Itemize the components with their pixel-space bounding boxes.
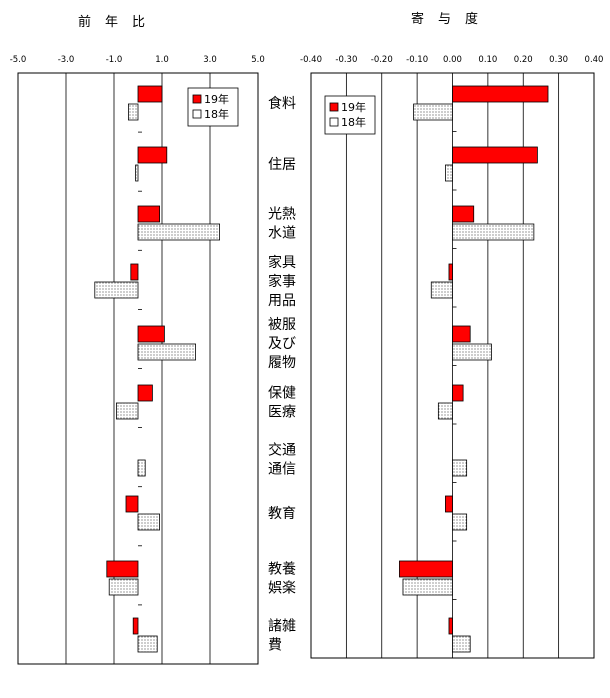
- x-tick-label: 1.0: [155, 55, 169, 65]
- left-chart-title: 前年比: [78, 14, 159, 30]
- bar-series1: [137, 146, 168, 164]
- x-tick-label: 0.30: [549, 55, 568, 65]
- bar-series2: [137, 223, 220, 241]
- bar-series1: [137, 325, 165, 343]
- bar-series1: [132, 617, 139, 635]
- legend-label: 18年: [341, 115, 366, 129]
- bar-series2: [452, 459, 468, 477]
- bar-series1: [448, 263, 453, 281]
- x-tick-label: 0.00: [443, 55, 462, 65]
- bar-series1: [452, 85, 549, 103]
- legend-swatch: [329, 117, 339, 127]
- category-label: 交通通信: [268, 442, 296, 478]
- legend-box: [187, 87, 239, 127]
- x-tick-label: 5.0: [251, 55, 265, 65]
- bar-series1: [452, 384, 464, 402]
- x-tick-label: -5.0: [10, 55, 27, 65]
- bar-series1: [452, 205, 475, 223]
- bar-series2: [108, 578, 139, 596]
- right-chart-contribution: -0.40 -0.30 -0.20 -0.10 0.00 0.10 0.20 0.30 0.40…: [300, 55, 604, 659]
- bar-series2: [137, 635, 158, 653]
- bar-series2: [452, 513, 468, 531]
- category-label: 被服及び履物: [268, 317, 296, 371]
- bar-series2: [135, 164, 139, 182]
- bar-series1: [106, 560, 139, 578]
- x-tick-label: -1.0: [106, 55, 123, 65]
- bar-series2: [445, 164, 453, 182]
- bar-series2: [137, 459, 146, 477]
- bar-series2: [437, 402, 453, 420]
- category-label: 教育: [268, 506, 296, 522]
- category-label: 住居: [268, 157, 296, 173]
- x-tick-label: -0.30: [335, 55, 357, 65]
- legend-swatch: [329, 102, 339, 112]
- x-tick-label: 3.0: [203, 55, 217, 65]
- x-tick-label: -0.40: [300, 55, 322, 65]
- category-label: 家具家事用品: [268, 254, 296, 309]
- category-label: 食料: [268, 95, 296, 112]
- bar-series2: [452, 635, 471, 653]
- x-tick-label: 0.40: [585, 55, 604, 65]
- bar-series2: [127, 103, 139, 121]
- category-label: 諸雑費: [268, 619, 296, 654]
- bar-series2: [94, 281, 139, 299]
- bar-series1: [399, 560, 453, 578]
- bar-series1: [448, 617, 453, 635]
- bar-series1: [452, 146, 538, 164]
- legend-label: 19年: [341, 100, 366, 114]
- bar-series2: [452, 343, 492, 361]
- bar-series1: [130, 263, 139, 281]
- bar-series2: [402, 578, 453, 596]
- bar-series2: [413, 103, 453, 121]
- legend-box: [324, 95, 376, 135]
- x-tick-label: -3.0: [58, 55, 75, 65]
- bar-series2: [452, 223, 535, 241]
- legend-swatch: [192, 109, 202, 119]
- bar-series1: [137, 384, 153, 402]
- bar-series1: [125, 495, 139, 513]
- legend-swatch: [192, 94, 202, 104]
- bar-series1: [445, 495, 453, 513]
- legend-label: 19年: [204, 92, 229, 106]
- x-tick-label: 0.20: [514, 55, 533, 65]
- bar-series1: [137, 205, 161, 223]
- bar-series1: [137, 85, 163, 103]
- bar-series1: [452, 325, 471, 343]
- category-label: 光熱水道: [268, 207, 296, 242]
- x-tick-label: 0.10: [478, 55, 497, 65]
- x-tick-label: -0.10: [406, 55, 428, 65]
- right-chart-title: 寄与度: [411, 11, 492, 27]
- category-label: 教養娯楽: [268, 561, 296, 597]
- category-label: 保健医療: [268, 386, 296, 421]
- bar-series2: [116, 402, 139, 420]
- legend-label: 18年: [204, 107, 229, 121]
- x-tick-label: -0.20: [371, 55, 393, 65]
- bar-series2: [137, 513, 161, 531]
- bar-series2: [430, 281, 453, 299]
- bar-series2: [137, 343, 196, 361]
